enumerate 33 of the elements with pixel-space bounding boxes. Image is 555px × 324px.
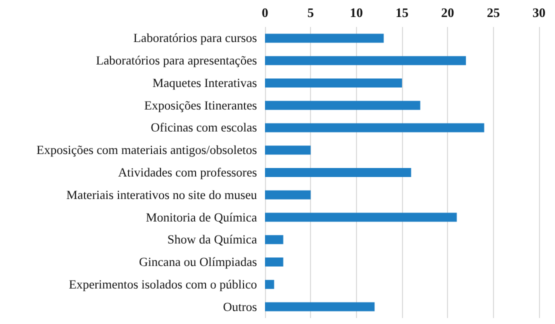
x-tick-label: 0 [262, 5, 268, 20]
y-tick-label: Maquetes Interativas [152, 76, 258, 90]
x-tick-label: 20 [441, 5, 454, 20]
bar [265, 78, 402, 88]
bar [265, 235, 284, 244]
x-tick-label: 30 [532, 5, 546, 20]
bar [265, 123, 484, 132]
bar [265, 258, 284, 267]
bar [265, 302, 375, 312]
x-tick-label: 5 [307, 5, 314, 20]
bar [265, 56, 466, 66]
x-tick-label: 25 [486, 5, 500, 20]
y-tick-label: Show da Química [167, 232, 258, 247]
y-tick-label: Monitoria de Química [146, 210, 258, 224]
y-tick-label: Materiais interativos no site do museu [66, 188, 258, 202]
y-tick-label: Laboratórios para cursos [133, 31, 258, 46]
y-tick-label: Exposições Itinerantes [144, 98, 258, 112]
bar [265, 146, 311, 155]
x-tick-label: 15 [396, 5, 409, 20]
y-tick-label: Laboratórios para apresentações [96, 54, 258, 68]
bar [265, 34, 384, 43]
y-tick-label: Oficinas com escolas [150, 120, 258, 135]
bar [265, 212, 457, 222]
y-tick-label: Outros [222, 300, 258, 314]
x-tick-label: 10 [350, 5, 363, 20]
y-tick-label: Gincana ou Olímpiadas [138, 255, 258, 270]
y-tick-label: Experimentos isolados com o público [68, 277, 257, 292]
bar [265, 100, 420, 110]
y-tick-label: Atividades com professores [118, 166, 258, 180]
bar [265, 190, 311, 200]
bar [265, 280, 274, 289]
y-tick-label: Exposições com materiais antigos/obsoletos [36, 143, 258, 158]
bar [265, 168, 412, 177]
